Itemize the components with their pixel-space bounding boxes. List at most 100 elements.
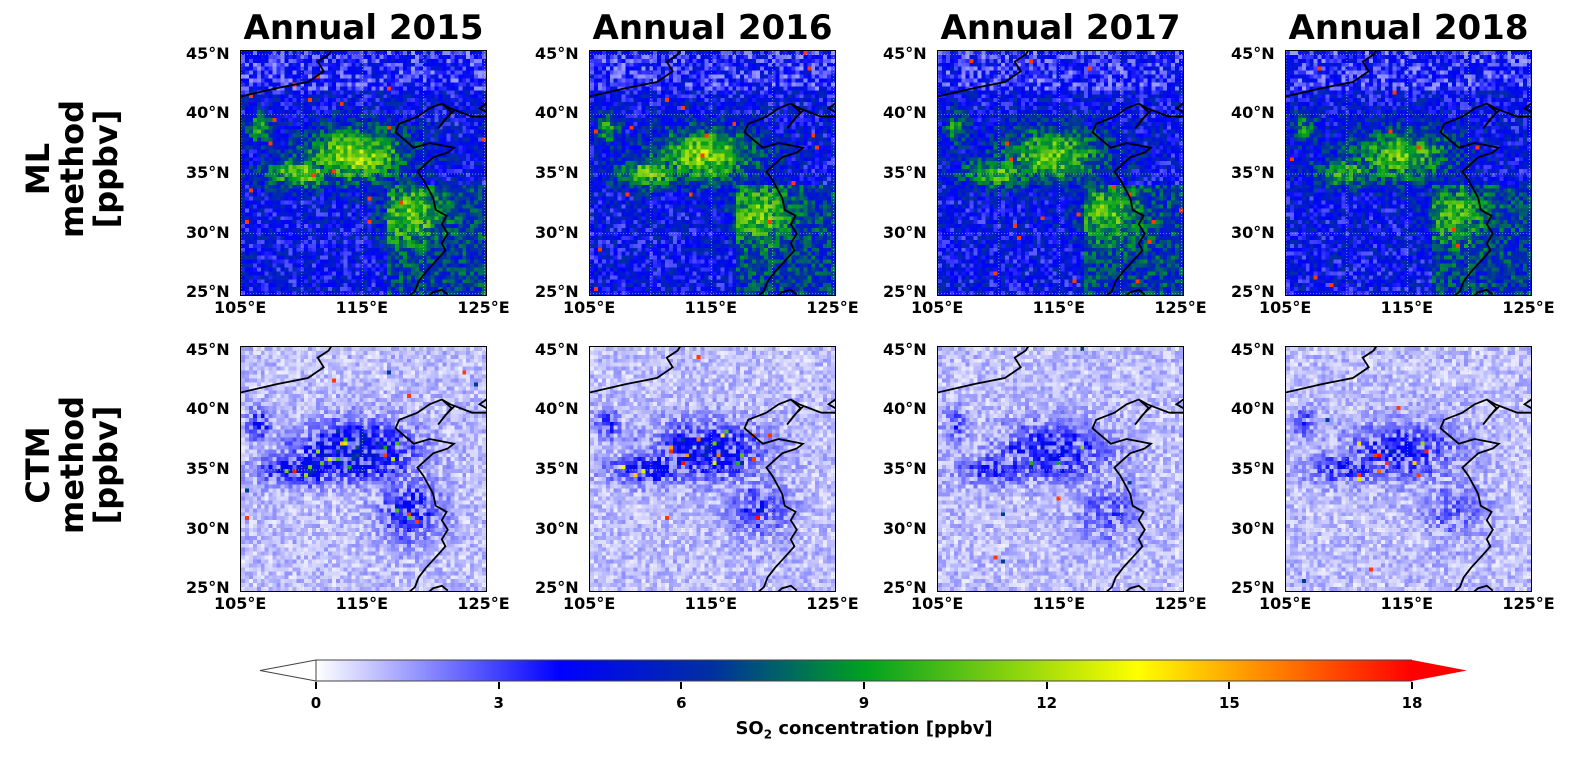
coastline bbox=[437, 398, 456, 426]
coastline bbox=[1125, 584, 1146, 591]
colorbar-tick-label: 18 bbox=[1401, 694, 1423, 712]
heatmap-canvas bbox=[1286, 51, 1531, 295]
colorbar-tick-label: 12 bbox=[1036, 694, 1058, 712]
lat-tick-label: 45°N bbox=[535, 339, 579, 359]
coastline bbox=[777, 584, 798, 591]
lat-tick-label: 25°N bbox=[883, 282, 927, 302]
lat-tick-label: 45°N bbox=[186, 43, 230, 63]
border-line bbox=[938, 347, 1029, 394]
colorbar-tick-mark bbox=[497, 682, 500, 689]
lon-tick-label: 125°E bbox=[1154, 298, 1207, 317]
coastline bbox=[394, 398, 486, 591]
coastline bbox=[437, 102, 456, 130]
lat-tick-label: 25°N bbox=[186, 578, 230, 598]
coastline bbox=[428, 288, 449, 295]
coastline bbox=[1482, 398, 1501, 426]
colorbar-extend-max bbox=[1412, 660, 1467, 681]
coastline bbox=[1091, 102, 1183, 295]
lon-tick-label: 105°E bbox=[911, 298, 964, 317]
border-line bbox=[241, 347, 332, 394]
border-line bbox=[241, 51, 332, 98]
colorbar-tick-label: 9 bbox=[858, 694, 870, 712]
lat-tick-label: 35°N bbox=[186, 459, 230, 478]
coastline bbox=[786, 398, 805, 426]
lon-tick-label: 125°E bbox=[457, 298, 510, 317]
lat-tick-label: 25°N bbox=[883, 578, 927, 598]
colorbar-gradient bbox=[316, 660, 1412, 681]
coastline bbox=[394, 102, 486, 295]
lat-tick-label: 25°N bbox=[535, 282, 579, 302]
colorbar-tick-label: 0 bbox=[310, 694, 322, 712]
lon-tick-label: 115°E bbox=[684, 298, 737, 317]
map-panel bbox=[1285, 50, 1532, 296]
heatmap-canvas bbox=[590, 51, 835, 295]
lat-tick-label: 40°N bbox=[883, 103, 927, 123]
colorbar-tick-mark bbox=[315, 682, 317, 689]
lat-tick-label: 45°N bbox=[883, 43, 927, 63]
lat-tick-label: 30°N bbox=[883, 518, 927, 538]
column-title: Annual 2018 bbox=[1288, 8, 1529, 48]
column-title: Annual 2017 bbox=[940, 8, 1181, 48]
lat-tick-label: 35°N bbox=[883, 163, 927, 182]
colorbar-tick-label: 6 bbox=[676, 694, 687, 712]
lat-tick-label: 40°N bbox=[535, 399, 579, 419]
lon-tick-label: 105°E bbox=[214, 594, 267, 613]
lon-tick-label: 125°E bbox=[1502, 298, 1555, 317]
border-line bbox=[590, 347, 681, 394]
coastline bbox=[743, 398, 835, 591]
coastline bbox=[1134, 398, 1153, 426]
heatmap-canvas bbox=[938, 51, 1183, 295]
heatmap-canvas bbox=[241, 347, 486, 591]
lat-tick-label: 30°N bbox=[535, 518, 579, 538]
border-line bbox=[938, 51, 1029, 98]
lat-tick-label: 30°N bbox=[1231, 518, 1275, 538]
coastline bbox=[1482, 102, 1501, 130]
map-overlay bbox=[1286, 347, 1531, 591]
lat-tick-label: 40°N bbox=[883, 399, 927, 419]
lon-tick-label: 115°E bbox=[335, 594, 388, 613]
map-panel bbox=[937, 346, 1184, 592]
colorbar-tick-mark bbox=[1411, 682, 1413, 689]
column-title: Annual 2015 bbox=[243, 8, 484, 48]
lon-tick-label: 115°E bbox=[1380, 298, 1433, 317]
coastline bbox=[826, 102, 835, 114]
lat-tick-label: 30°N bbox=[535, 222, 579, 242]
row-label: CTM method [ppbv] bbox=[19, 396, 125, 535]
colorbar-tick-label: 3 bbox=[493, 694, 504, 712]
map-overlay bbox=[590, 347, 835, 591]
coastline bbox=[477, 102, 486, 114]
lat-tick-label: 35°N bbox=[535, 163, 579, 182]
coastline bbox=[1174, 102, 1183, 114]
lat-tick-label: 40°N bbox=[186, 399, 230, 419]
map-overlay bbox=[938, 51, 1183, 295]
heatmap-canvas bbox=[938, 347, 1183, 591]
border-line bbox=[1286, 347, 1377, 394]
lat-tick-label: 45°N bbox=[186, 339, 230, 359]
coastline bbox=[786, 102, 805, 130]
coastline bbox=[826, 398, 835, 410]
colorbar-tick-mark bbox=[1045, 682, 1048, 689]
lat-tick-label: 40°N bbox=[1231, 399, 1275, 419]
lat-tick-label: 45°N bbox=[1231, 43, 1275, 63]
lon-tick-label: 125°E bbox=[1502, 594, 1555, 613]
lon-tick-label: 105°E bbox=[911, 594, 964, 613]
lat-tick-label: 35°N bbox=[186, 163, 230, 182]
lon-tick-label: 115°E bbox=[684, 594, 737, 613]
coastline bbox=[1125, 288, 1146, 295]
heatmap-canvas bbox=[590, 347, 835, 591]
row-label: ML method [ppbv] bbox=[19, 100, 125, 239]
lat-tick-label: 30°N bbox=[186, 222, 230, 242]
coastline bbox=[1091, 398, 1183, 591]
coastline bbox=[1174, 398, 1183, 410]
lat-tick-label: 30°N bbox=[1231, 222, 1275, 242]
lat-tick-label: 45°N bbox=[535, 43, 579, 63]
coastline bbox=[1439, 398, 1531, 591]
lon-tick-label: 105°E bbox=[563, 298, 616, 317]
coastline bbox=[1473, 584, 1494, 591]
lon-tick-label: 105°E bbox=[563, 594, 616, 613]
lat-tick-label: 35°N bbox=[1231, 163, 1275, 182]
map-panel bbox=[589, 346, 836, 592]
lat-tick-label: 35°N bbox=[883, 459, 927, 478]
coastline bbox=[777, 288, 798, 295]
